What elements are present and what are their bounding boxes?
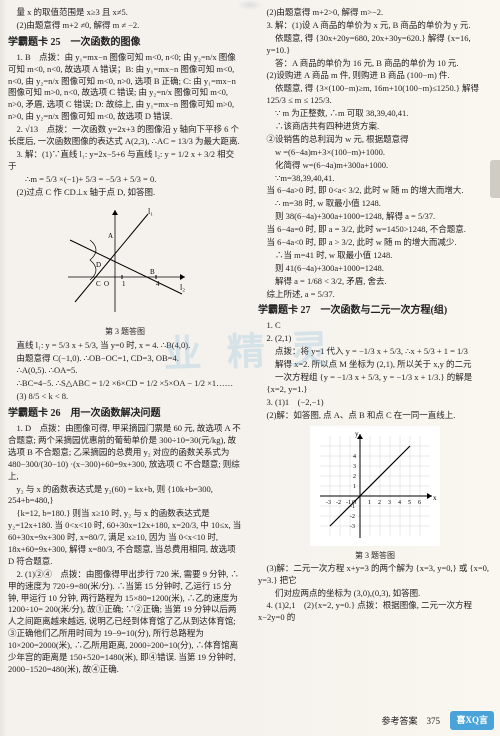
text: 一次方程组 {y = −1/3 x + 5/3, y = −1/3 x + 1/… (267, 372, 493, 396)
footer-badge: 喜XQ言 (450, 711, 494, 730)
svg-text:D: D (96, 261, 101, 269)
text: ∴该商店共有四种进货方案. (267, 121, 493, 133)
text: 当 6−4a<0 时, 即 a > 3/2, 此时 w 随 m 的增大而减少. (258, 237, 492, 249)
text: 3. (1)1 (−2,−1) (258, 397, 492, 409)
text: ∴ m=38 时, w 取最小值 1248. (267, 198, 493, 210)
text: ∴A(0,5). ∴OA=5. (8, 365, 242, 377)
text: {k=12, b=180.} 则当 x≥10 时, y₂ 与 x 的函数表达式是… (8, 508, 242, 567)
text: 答：A 商品的单价为 16 元, B 商品的单价为 10 元. (267, 58, 493, 70)
text: 量 x 的取值范围是 x≥3 且 x≠5. (8, 7, 242, 19)
text: 则 41(6−4a)+300a+1000=1248. (267, 263, 493, 275)
text: 则 38(6−4a)+300a+1000=1248, 解得 a = 5/37. (267, 211, 493, 223)
svg-text:A: A (108, 232, 113, 240)
text: 1. D 点拨：由图像可得, 甲采摘园门票是 60 元, 故选项 A 不合题意;… (8, 423, 242, 482)
text: 2. (1)②④ 点拨：由图像得甲出步行 720 米, 需要 9 分钟, ∴甲的… (8, 569, 242, 676)
graph-1-caption: 第 3 题答图 (8, 326, 242, 337)
svg-text:O: O (104, 280, 109, 288)
text: 当 6−4a>0 时, 即 0<a< 3/2, 此时 w 随 m 的增大而增大. (258, 185, 492, 197)
text: 当 6−4a=0 时, 即 a = 3/2, 此时 w=1450>1248, 不… (258, 224, 492, 236)
section-25-title: 学霸题卡 25 一次函数的图像 (8, 36, 242, 50)
text: (2)解：如答图, 点 A、点 B 和点 C 在一同一直线上. (258, 410, 492, 422)
text: (2)由题意得 m+2 ≠0, 解得 m ≠ −2. (8, 20, 242, 32)
text: (2)设购进 A 商品 m 件, 则购进 B 商品 (100−m) 件. (258, 70, 492, 82)
svg-text:4: 4 (156, 280, 160, 288)
svg-text:5: 5 (408, 500, 411, 506)
text: 依题意, 得 {3×(100−m)≥m, 16m+10(100−m)≤1250.… (267, 83, 493, 107)
left-column: 量 x 的取值范围是 x≥3 且 x≠5. (2)由题意得 m+2 ≠0, 解得… (0, 0, 250, 736)
text: ∴当 m=41 时, w 取最小值 1248. (267, 250, 493, 262)
graph-1: l₁ l₂ O 1 A C B D 4 (60, 202, 190, 322)
graph-2: x y O 12 34 56 -1-2 -3 12 34 -1-2 -3 (310, 426, 440, 546)
text: 1. B 点拨：由 y₁=mx−n 图像可知 m<0, n<0; 由 y₂=n/… (8, 52, 242, 123)
text: 2. √13 点拨：一次函数 y=2x+3 的图像沿 y 轴向下平移 6 个长度… (8, 124, 242, 148)
footer-page: 参考答案 375 (381, 715, 440, 728)
svg-text:-2: -2 (350, 514, 355, 520)
text: 化简得 w=(6−4a)m+300a+1000. (267, 160, 493, 172)
svg-text:4: 4 (398, 500, 401, 506)
text: y₂ 与 x 的函数表达式是 y₂(60) = kx+b, 则 {10k+b=3… (8, 484, 242, 508)
text: (3) 8/5 < k < 8. (8, 391, 242, 403)
svg-text:1: 1 (353, 484, 356, 490)
svg-text:C: C (96, 280, 101, 288)
fold-tab (490, 160, 500, 198)
right-column: (2)由题意得 m+2>0, 解得 m>−2. 3. 解：(1)设 A 商品的单… (250, 0, 500, 736)
text: ②设销售的总利润为 w 元, 根据题意得 (258, 134, 492, 146)
text: ∴BC=4−5. ∴S△ABC = 1/2 ×6×CD = 1/2 ×5×OA … (8, 378, 242, 390)
text: 2. (2,1) (258, 333, 492, 345)
svg-text:4: 4 (353, 454, 356, 460)
text: 直线 l₁: y = 5/3 x + 5/3, 当 y=0 时, x = 4. … (8, 340, 242, 352)
svg-text:l₂: l₂ (180, 283, 185, 292)
text: 解得 a = 1/68 < 3/2, 矛盾, 舍去. (267, 276, 493, 288)
text: (2)过点 C 作 CD⊥x 轴于点 D, 如答图. (8, 187, 242, 199)
text: ∵m=38,39,40,41. (267, 173, 493, 185)
svg-text:-1: -1 (350, 504, 355, 510)
svg-text:y: y (355, 430, 359, 438)
text: 依题意, 得 {30x+20y=680, 20x+30y=620.} 解得 {x… (267, 33, 493, 57)
page-tear (237, 0, 263, 10)
svg-text:3: 3 (388, 500, 391, 506)
text: (3)解：二元一次方程 x+y=3 的两个解为 {x=3, y=0,} 或 {x… (258, 563, 492, 587)
svg-text:1: 1 (122, 280, 126, 288)
svg-text:-3: -3 (326, 500, 331, 506)
svg-text:2: 2 (378, 500, 381, 506)
svg-text:1: 1 (368, 500, 371, 506)
svg-text:B: B (150, 268, 155, 276)
text: 1. C (258, 320, 492, 332)
text: 3. 解：(1)设 A 商品的单价为 x 元, B 商品的单价为 y 元. (258, 20, 492, 32)
text: 由题意得 C(−1,0). ∴OB−OC=1, CD=3, OB=4. (8, 353, 242, 365)
text: 综上所述, a = 5/37. (258, 289, 492, 301)
text: 们对应两点的坐标为 (3,0),(0,3), 如答图. (267, 588, 493, 600)
section-27-title: 学霸题卡 27 一次函数与二元一次方程(组) (258, 304, 492, 318)
text: 4. (1)2,1 (2){x=2, y=0.} 点拨：根据图像, 二元一次方程… (258, 600, 492, 624)
svg-text:-3: -3 (350, 524, 355, 530)
section-26-title: 学霸题卡 26 用一次函数解决问题 (8, 407, 242, 421)
svg-text:6: 6 (418, 500, 421, 506)
text: ∴m = 5/3 ×(−1)+ 5/3 = −5/3 + 5/3 = 0. (17, 174, 243, 186)
text: 3. 解：(1)∵直线 l₁: y=2x−5+6 与直线 l₂: y = 1/2… (8, 149, 242, 173)
svg-text:3: 3 (353, 464, 356, 470)
text: 解得 x=2. 所以点 M 坐标为 (2,1), 所以关于 x,y 的二元 (267, 359, 493, 371)
text: (2)由题意得 m+2>0, 解得 m>−2. (258, 7, 492, 19)
svg-text:l₁: l₁ (148, 207, 153, 216)
text: ∵ m 为正整数, ∴m 可取 38,39,40,41. (267, 108, 493, 120)
graph-2-caption: 第 3 题答图 (258, 550, 492, 561)
text: w =(6−4a)m+3×(100−m)+1000. (267, 147, 493, 159)
text: 点拨：将 y=1 代入 y = −1/3 x + 5/3, ∴x + 5/3 +… (267, 346, 493, 358)
svg-text:2: 2 (353, 474, 356, 480)
svg-text:x: x (433, 494, 437, 502)
svg-text:-2: -2 (336, 500, 341, 506)
